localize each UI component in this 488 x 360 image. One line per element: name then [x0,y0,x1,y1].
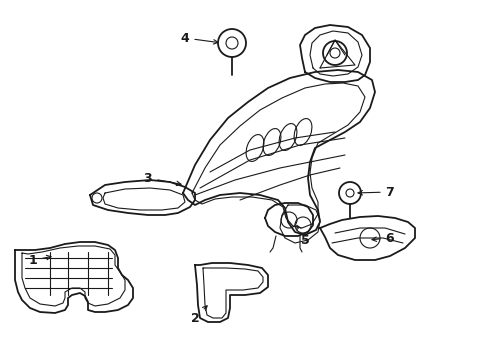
Text: 3: 3 [143,171,181,186]
Text: 4: 4 [180,32,218,45]
Text: 6: 6 [371,231,393,244]
Text: 1: 1 [29,253,51,266]
Text: 5: 5 [296,225,309,247]
Text: 7: 7 [357,185,393,198]
Text: 2: 2 [190,306,207,324]
